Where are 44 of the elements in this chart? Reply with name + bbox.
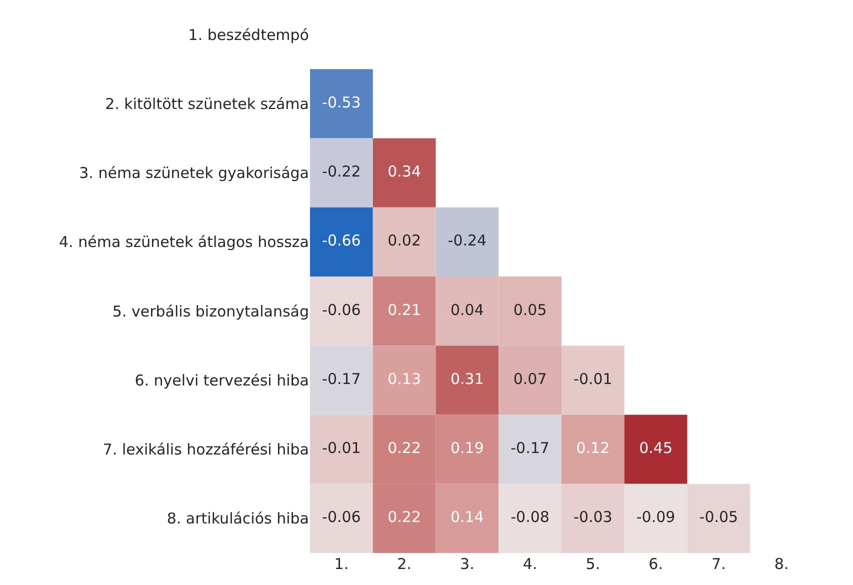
data-label: 0.13: [388, 370, 422, 388]
data-label: -0.17: [510, 439, 550, 458]
data-label: 0.02: [388, 232, 422, 250]
y-tick-label: 2. kitöltött szünetek száma: [105, 94, 309, 113]
y-tick-label: 3. néma szünetek gyakorisága: [79, 164, 309, 182]
y-tick-label: 8. artikulációs hiba: [166, 510, 309, 528]
x-tick-label: 6.: [648, 555, 663, 573]
data-label: -0.17: [322, 370, 361, 388]
data-label: 0.21: [388, 300, 422, 319]
data-label: -0.22: [322, 162, 361, 181]
data-label: -0.53: [322, 93, 361, 112]
data-label: 0.07: [513, 370, 547, 388]
data-label: -0.08: [510, 508, 550, 526]
x-tick-label: 3.: [460, 555, 474, 573]
x-tick-label: 8.: [774, 555, 789, 573]
data-label: 0.19: [450, 439, 484, 458]
x-tick-label: 5.: [586, 555, 600, 573]
data-label: -0.06: [322, 508, 361, 526]
data-label: -0.05: [699, 508, 738, 526]
data-label: 0.22: [388, 508, 422, 526]
y-tick-label: 5. verbális bizonytalanság: [112, 302, 309, 320]
x-tick-label: 4.: [522, 555, 538, 573]
data-label: -0.03: [574, 508, 612, 526]
data-label: 0.34: [388, 162, 422, 181]
data-label: 0.22: [388, 439, 422, 458]
data-label: 0.12: [576, 439, 610, 458]
data-label: -0.06: [322, 300, 361, 319]
data-label: 0.04: [450, 300, 484, 319]
y-tick-label: 6. nyelvi tervezési hiba: [134, 371, 309, 390]
data-label: 0.05: [513, 300, 547, 319]
x-tick-label: 7.: [712, 555, 726, 573]
y-tick-label: 7. lexikális hozzáférési hiba: [102, 440, 309, 459]
data-label: -0.01: [322, 439, 361, 458]
data-label: -0.66: [322, 232, 361, 250]
y-tick-label: 4. néma szünetek átlagos hossza: [59, 233, 309, 252]
x-tick-label: 1.: [334, 555, 349, 573]
data-label: 0.31: [450, 370, 484, 388]
data-label: 0.45: [639, 439, 673, 458]
data-label: 0.14: [450, 508, 484, 526]
data-label: -0.24: [448, 232, 487, 250]
x-tick-label: 2.: [397, 555, 412, 573]
data-label: -0.09: [636, 508, 676, 526]
data-label: -0.01: [574, 370, 612, 388]
y-tick-label: 1. beszédtempó: [188, 26, 309, 44]
